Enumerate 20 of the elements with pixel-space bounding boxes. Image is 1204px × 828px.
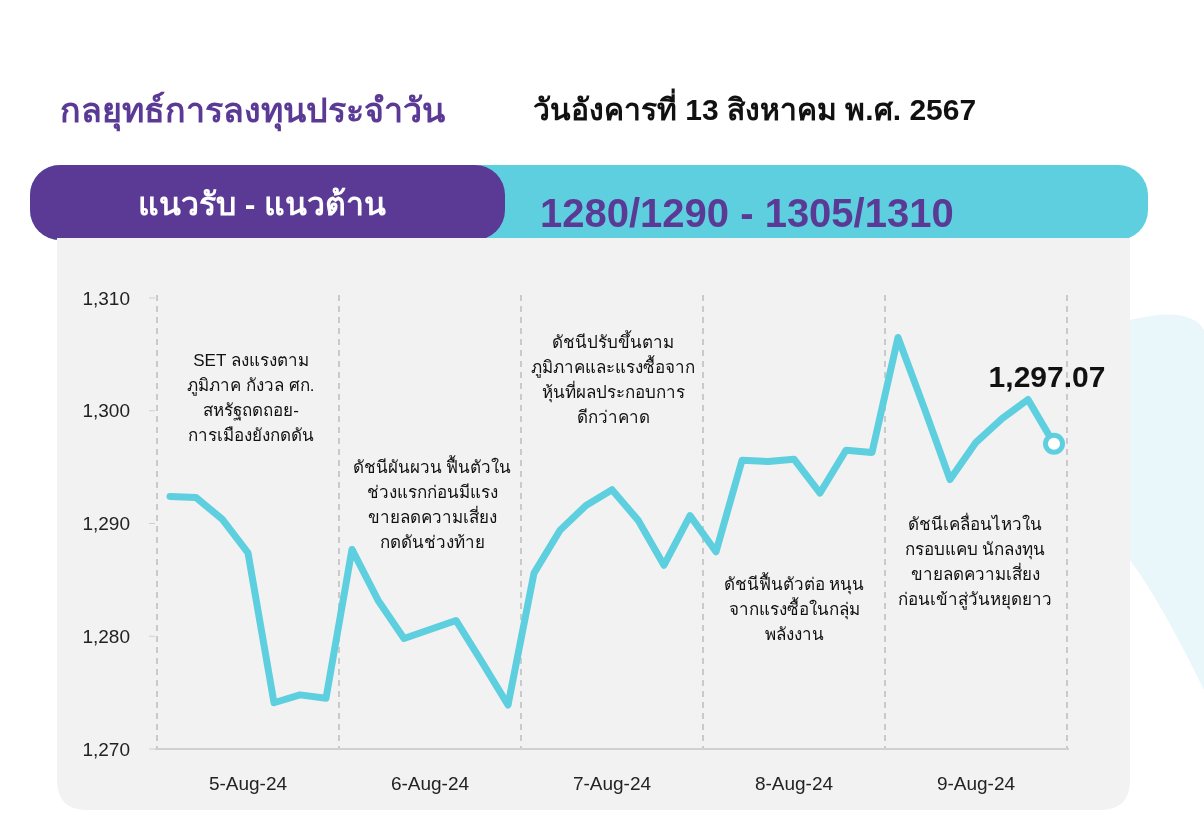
chart-title: กลยุทธ์การลงทุนประจำวัน xyxy=(60,91,445,132)
y-tick-label: 1,280 xyxy=(82,625,130,647)
chart-subtitle: วันอังคารที่ 13 สิงหาคม พ.ศ. 2567 xyxy=(533,88,977,126)
annotation: ดัชนีผันผวน ฟื้นตัวใน ช่วงแรกก่อนมีแรง ขายลดความเสี่ยง กดดันช่วงท้าย xyxy=(352,455,512,552)
x-tick-label: 9-Aug-24 xyxy=(936,773,1016,794)
x-tick-label: 6-Aug-24 xyxy=(390,773,470,794)
x-tick-label: 8-Aug-24 xyxy=(754,773,834,794)
x-tick-label: 7-Aug-24 xyxy=(572,773,652,794)
annotation: ดัชนีปรับขึ้นตาม ภูมิภาคและแรงซื้อจาก หุ้นที่ผลประกอบการ ดีกว่าคาด xyxy=(531,330,695,427)
y-tick-label: 1,300 xyxy=(82,400,130,422)
y-tick-label: 1,310 xyxy=(82,287,130,309)
y-tick-label: 1,290 xyxy=(82,513,130,534)
annotation: SET ลงแรงตาม ภูมิภาค กังวล ศก. สหรัฐถดถอย- การเมืองยังกดดัน xyxy=(187,351,315,445)
text: แนวรับ - แนวต้าน xyxy=(137,186,387,222)
x-tick-label: 5-Aug-24 xyxy=(208,773,288,794)
annotation: ดัชนีฟื้นตัวต่อ หนุน จากแรงซื้อในกลุ่ม พลังงาน xyxy=(723,572,865,644)
annotation: 1,297.07 xyxy=(988,359,1106,393)
annotation: ดัชนีเคลื่อนไหวใน กรอบแคบ นักลงทุน ขายลดความเสี่ยง ก่อนเข้าสู่วันหยุดยาว xyxy=(898,512,1052,610)
text: 1280/1290 - 1305/1310 xyxy=(540,191,954,235)
y-tick-label: 1,270 xyxy=(82,738,130,760)
